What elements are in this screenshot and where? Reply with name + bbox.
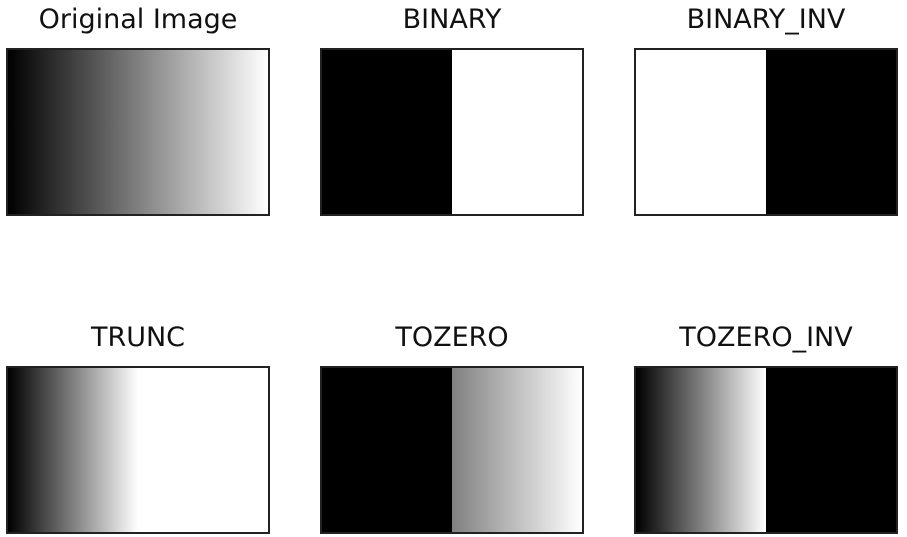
panel-title: Original Image — [38, 4, 238, 35]
image-frame — [6, 48, 270, 216]
original-gradient-image — [8, 50, 268, 214]
tozero-inv-threshold-image — [636, 368, 896, 532]
binary-threshold-image — [322, 50, 582, 214]
panel-title: TRUNC — [90, 322, 186, 353]
image-frame — [634, 48, 898, 216]
tozero-threshold-image — [322, 368, 582, 532]
binary-inv-threshold-image — [636, 50, 896, 214]
panel-trunc: TRUNC — [6, 318, 270, 534]
panel-binary: BINARY — [320, 0, 584, 220]
image-frame — [320, 48, 584, 216]
panel-tozero: TOZERO — [320, 318, 584, 534]
image-frame — [6, 366, 270, 534]
panel-tozero-inv: TOZERO_INV — [634, 318, 898, 534]
panel-binary-inv: BINARY_INV — [634, 0, 898, 220]
panel-title: TOZERO — [395, 322, 509, 353]
image-frame — [634, 366, 898, 534]
panel-title: BINARY_INV — [686, 4, 846, 35]
panel-title: BINARY — [402, 4, 502, 35]
image-frame — [320, 366, 584, 534]
trunc-threshold-image — [8, 368, 268, 532]
panel-original-image: Original Image — [6, 0, 270, 220]
panel-title: TOZERO_INV — [679, 322, 853, 353]
